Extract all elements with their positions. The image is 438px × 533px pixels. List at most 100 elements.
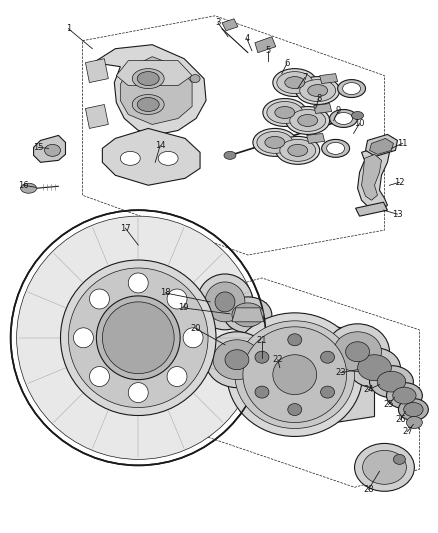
Ellipse shape [386,383,422,409]
Ellipse shape [255,351,269,363]
Ellipse shape [285,77,305,88]
Ellipse shape [265,136,285,148]
Ellipse shape [273,355,317,394]
Ellipse shape [406,416,422,429]
Ellipse shape [273,69,317,96]
Polygon shape [222,19,238,31]
Ellipse shape [321,351,335,363]
Text: 27: 27 [402,427,413,436]
Text: 15: 15 [33,143,44,152]
Text: 7: 7 [302,73,307,82]
Ellipse shape [321,386,335,398]
Ellipse shape [74,328,93,348]
Ellipse shape [137,98,159,111]
Ellipse shape [308,85,328,96]
Text: 6: 6 [284,59,290,68]
Ellipse shape [327,142,345,155]
Ellipse shape [225,350,249,370]
Polygon shape [34,135,66,163]
Text: 8: 8 [316,94,321,103]
Polygon shape [93,45,206,134]
Ellipse shape [17,216,260,459]
Ellipse shape [288,144,308,156]
Ellipse shape [243,327,346,423]
Text: 25: 25 [383,400,394,409]
Ellipse shape [167,367,187,386]
Ellipse shape [290,109,326,132]
Polygon shape [85,104,108,128]
Text: 5: 5 [265,46,271,55]
Ellipse shape [263,99,307,126]
Polygon shape [361,155,381,200]
Ellipse shape [399,399,428,421]
Ellipse shape [267,101,303,124]
Ellipse shape [393,455,406,464]
Text: 11: 11 [397,139,408,148]
Text: 3: 3 [215,18,221,27]
Ellipse shape [377,372,406,392]
Ellipse shape [190,75,200,83]
Ellipse shape [346,342,370,362]
Text: 23: 23 [336,368,346,377]
Text: 12: 12 [394,178,405,187]
Ellipse shape [224,297,272,333]
Ellipse shape [68,268,208,408]
Ellipse shape [280,140,316,161]
Ellipse shape [215,292,235,312]
Ellipse shape [326,324,389,379]
Ellipse shape [343,83,360,94]
Ellipse shape [370,366,413,398]
Polygon shape [117,61,192,86]
Ellipse shape [213,340,261,379]
Polygon shape [232,308,264,322]
Ellipse shape [363,450,406,484]
Ellipse shape [235,321,355,429]
Ellipse shape [227,313,363,437]
Text: 10: 10 [354,119,365,128]
Ellipse shape [321,140,350,157]
Text: 26: 26 [395,415,406,424]
Ellipse shape [128,383,148,402]
Ellipse shape [232,303,264,327]
Polygon shape [120,56,192,124]
Ellipse shape [224,151,236,159]
Ellipse shape [205,332,269,387]
Ellipse shape [349,348,400,387]
Polygon shape [366,134,397,156]
Ellipse shape [21,183,37,193]
Text: 14: 14 [155,141,166,150]
Text: 18: 18 [160,288,170,297]
Ellipse shape [197,274,253,330]
Ellipse shape [205,282,245,322]
Ellipse shape [60,260,216,416]
Ellipse shape [334,332,381,372]
Ellipse shape [298,115,318,126]
Ellipse shape [102,302,174,374]
Ellipse shape [288,403,302,416]
Ellipse shape [89,289,110,309]
Text: 13: 13 [392,209,403,219]
Ellipse shape [286,107,330,134]
Polygon shape [320,74,338,84]
Ellipse shape [288,334,302,346]
Ellipse shape [137,71,159,86]
Text: 28: 28 [363,485,374,494]
Ellipse shape [335,112,353,124]
Ellipse shape [255,386,269,398]
Text: 19: 19 [178,303,188,312]
Polygon shape [255,37,276,53]
Polygon shape [356,202,388,216]
Ellipse shape [120,151,140,165]
Ellipse shape [276,136,320,164]
Ellipse shape [355,443,414,491]
Ellipse shape [45,144,60,156]
Ellipse shape [132,94,164,115]
Ellipse shape [89,367,110,386]
Text: 4: 4 [244,34,250,43]
Text: 16: 16 [18,181,29,190]
Text: 17: 17 [120,224,131,232]
Polygon shape [85,59,108,83]
Ellipse shape [275,107,295,118]
Ellipse shape [183,328,203,348]
Ellipse shape [300,79,336,101]
